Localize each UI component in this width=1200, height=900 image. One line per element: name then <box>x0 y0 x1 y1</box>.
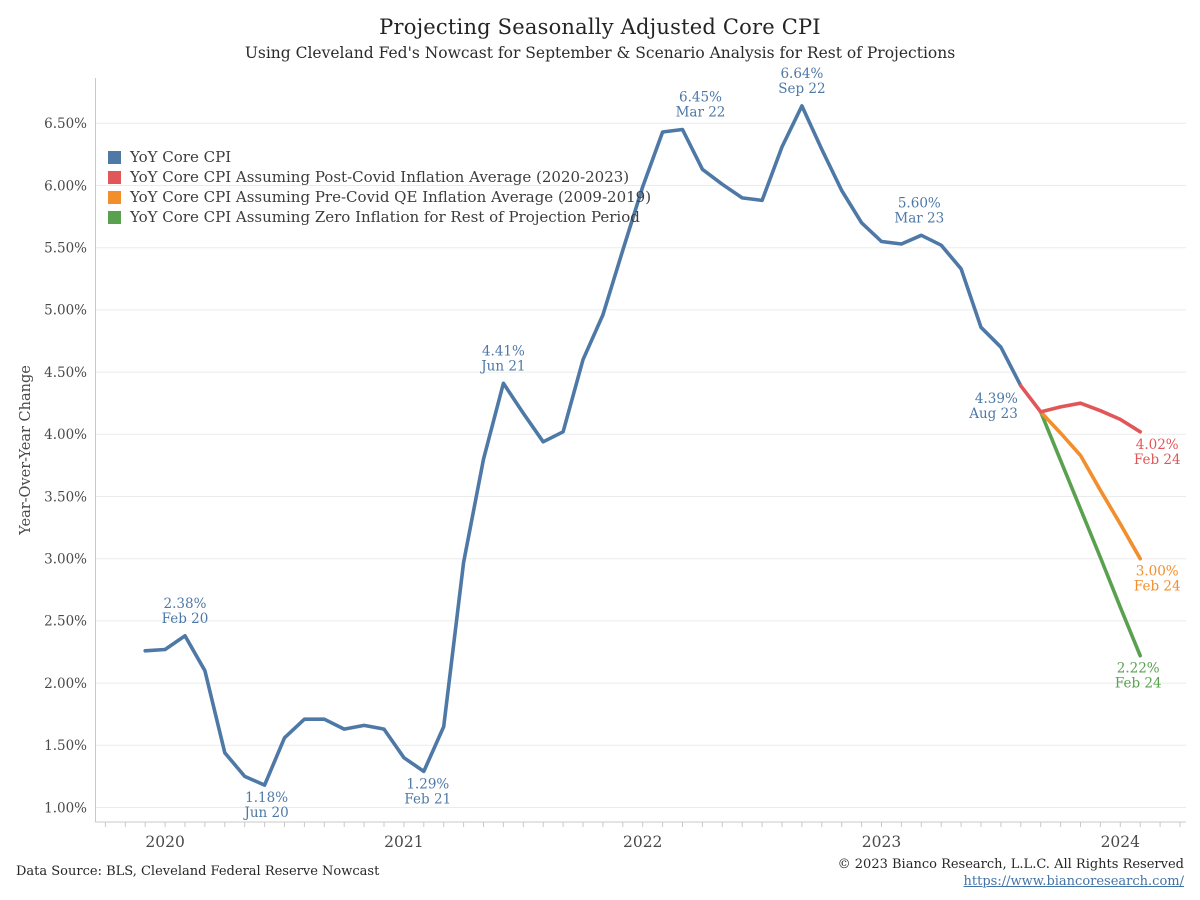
series-post-covid-avg <box>1018 383 1142 434</box>
y-tick-label: 4.50% <box>44 365 87 381</box>
x-tick-label: 2023 <box>862 833 901 851</box>
y-axis-title: Year-Over-Year Change <box>18 365 34 536</box>
x-tick-label: 2021 <box>384 833 423 851</box>
legend-item-pre-covid-qe-avg: YoY Core CPI Assuming Pre-Covid QE Infla… <box>108 187 651 207</box>
chart-legend: YoY Core CPI YoY Core CPI Assuming Post-C… <box>108 147 651 227</box>
y-tick-label: 2.50% <box>44 614 87 630</box>
series-pre-covid-qe-avg <box>1038 410 1142 561</box>
legend-item-zero-inflation: YoY Core CPI Assuming Zero Inflation for… <box>108 207 651 227</box>
legend-item-post-covid-avg: YoY Core CPI Assuming Post-Covid Inflati… <box>108 167 651 187</box>
annotation-value: 5.60% <box>898 195 941 211</box>
chart-title: Projecting Seasonally Adjusted Core CPI <box>379 15 821 39</box>
y-tick-label: 1.00% <box>44 800 87 816</box>
legend-label-pre-covid-qe-avg: YoY Core CPI Assuming Pre-Covid QE Infla… <box>130 188 652 206</box>
annotation-date: Mar 23 <box>894 210 944 226</box>
y-tick-label: 1.50% <box>44 738 87 754</box>
bianco-research-link[interactable]: https://www.biancoresearch.com/ <box>963 873 1184 889</box>
legend-swatch-post-covid-avg <box>108 170 121 184</box>
copyright-text: © 2023 Bianco Research, L.L.C. All Right… <box>837 857 1184 872</box>
legend-item-yoy-core-cpi: YoY Core CPI <box>108 147 651 167</box>
y-tick-label: 5.00% <box>44 303 87 319</box>
annotation-date: Feb 20 <box>162 611 209 627</box>
annotation-value: 4.41% <box>482 343 525 359</box>
legend-swatch-zero-inflation <box>108 210 121 224</box>
y-tick-label: 3.50% <box>44 489 87 505</box>
annotation-value: 1.18% <box>245 790 288 806</box>
y-tick-label: 5.50% <box>44 241 87 257</box>
legend-swatch-pre-covid-qe-avg <box>108 190 121 204</box>
x-tick-label: 2022 <box>623 833 662 851</box>
annotation-date: Sep 22 <box>778 81 825 97</box>
y-tick-label: 4.00% <box>44 427 87 443</box>
annotation-date: Jun 21 <box>479 358 525 374</box>
legend-label-yoy-core-cpi: YoY Core CPI <box>130 148 232 166</box>
annotation-value: 2.22% <box>1117 661 1160 677</box>
chart-subtitle: Using Cleveland Fed's Nowcast for Septem… <box>244 44 956 62</box>
annotation-value: 4.39% <box>975 391 1018 407</box>
series-yoy-core-cpi <box>143 104 1023 787</box>
annotation-value: 6.64% <box>780 66 823 82</box>
annotation-date: Feb 24 <box>1134 579 1181 595</box>
annotation-date: Feb 24 <box>1115 676 1162 692</box>
data-source-note: Data Source: BLS, Cleveland Federal Rese… <box>16 864 380 879</box>
copyright-block: © 2023 Bianco Research, L.L.C. All Right… <box>838 857 1184 890</box>
annotation-date: Mar 22 <box>676 105 726 121</box>
annotation-value: 3.00% <box>1136 564 1179 580</box>
x-tick-label: 2020 <box>145 833 184 851</box>
y-tick-label: 3.00% <box>44 552 87 568</box>
legend-swatch-yoy-core-cpi <box>108 150 121 164</box>
legend-label-post-covid-avg: YoY Core CPI Assuming Post-Covid Inflati… <box>130 168 630 186</box>
annotation-value: 1.29% <box>406 776 449 792</box>
annotation-value: 2.38% <box>164 596 207 612</box>
annotation-date: Jun 20 <box>242 805 288 821</box>
y-tick-label: 2.00% <box>44 676 87 692</box>
y-tick-label: 6.50% <box>44 116 87 132</box>
legend-label-zero-inflation: YoY Core CPI Assuming Zero Inflation for… <box>130 208 640 226</box>
annotation-value: 6.45% <box>679 90 722 106</box>
x-tick-label: 2024 <box>1101 833 1141 851</box>
annotation-date: Feb 21 <box>404 791 451 807</box>
y-tick-label: 6.00% <box>44 178 87 194</box>
series-zero-inflation <box>1038 410 1142 658</box>
annotation-date: Aug 23 <box>968 406 1018 422</box>
annotation-value: 4.02% <box>1136 437 1179 453</box>
annotation-date: Feb 24 <box>1134 452 1181 468</box>
